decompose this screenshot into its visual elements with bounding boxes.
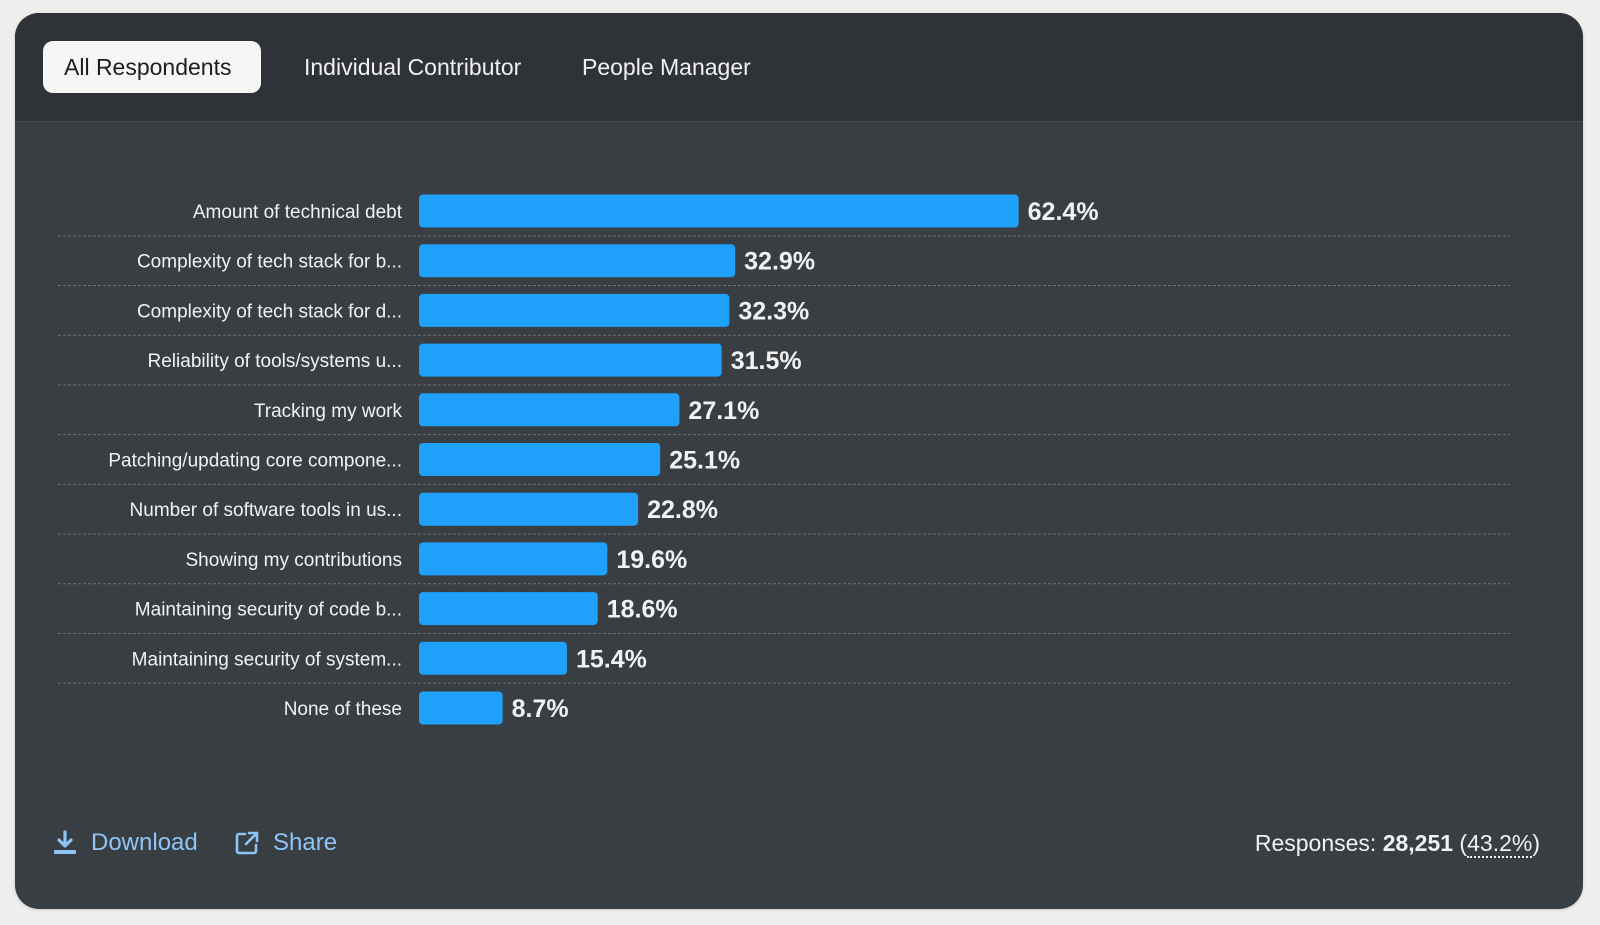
category-label: Complexity of tech stack for d...	[137, 301, 402, 322]
category-label: Reliability of tools/systems u...	[148, 351, 402, 372]
value-label: 22.8%	[647, 496, 718, 524]
share-button[interactable]: Share	[235, 823, 337, 863]
value-label: 32.3%	[738, 297, 809, 325]
tab-bar: All Respondents Individual Contributor P…	[15, 13, 1583, 122]
category-label: Patching/updating core compone...	[108, 451, 402, 472]
value-label: 32.9%	[744, 248, 815, 276]
category-label: Tracking my work	[254, 401, 403, 422]
category-label: Amount of technical debt	[193, 202, 403, 223]
category-label: Maintaining security of code b...	[135, 600, 402, 621]
category-label: Maintaining security of system...	[132, 649, 402, 670]
download-icon	[54, 830, 76, 854]
bar[interactable]	[419, 194, 1019, 228]
value-label: 15.4%	[576, 645, 647, 673]
value-label: 8.7%	[512, 695, 569, 723]
bar[interactable]	[419, 592, 598, 626]
bar[interactable]	[419, 641, 567, 675]
bar[interactable]	[419, 443, 661, 476]
bar[interactable]	[419, 393, 680, 427]
tab-all-respondents[interactable]: All Respondents	[43, 41, 261, 93]
value-label: 19.6%	[616, 546, 687, 574]
share-label: Share	[273, 829, 338, 856]
responses-percentage[interactable]: 43.2%	[1467, 830, 1533, 858]
category-label: None of these	[284, 699, 402, 720]
category-label: Showing my contributions	[186, 550, 403, 571]
share-icon	[235, 831, 259, 855]
bar[interactable]	[419, 244, 736, 278]
bar[interactable]	[419, 343, 722, 377]
responses-label: Responses:	[1254, 830, 1377, 856]
bar-chart: Amount of technical debt 62.4% Complexity …	[58, 194, 1510, 725]
value-label: 25.1%	[669, 447, 740, 475]
responses-count: 28,251	[1382, 830, 1454, 856]
responses-summary: Responses: 28,251 (43.2%)	[1254, 830, 1540, 858]
bar[interactable]	[419, 691, 503, 725]
category-label: Complexity of tech stack for b...	[137, 252, 402, 273]
bar[interactable]	[419, 542, 608, 576]
tab-people-manager[interactable]: People Manager	[582, 54, 751, 80]
tab-individual-contributor[interactable]: Individual Contributor	[304, 54, 522, 80]
value-label: 31.5%	[731, 347, 802, 375]
chart-card: All Respondents Individual Contributor P…	[15, 13, 1583, 909]
download-label: Download	[91, 829, 198, 856]
bar[interactable]	[419, 293, 730, 327]
value-label: 62.4%	[1028, 198, 1099, 226]
bar[interactable]	[419, 492, 639, 526]
download-button[interactable]: Download	[53, 823, 198, 863]
category-label: Number of software tools in us...	[130, 500, 402, 521]
value-label: 18.6%	[607, 596, 678, 624]
value-label: 27.1%	[688, 397, 759, 425]
